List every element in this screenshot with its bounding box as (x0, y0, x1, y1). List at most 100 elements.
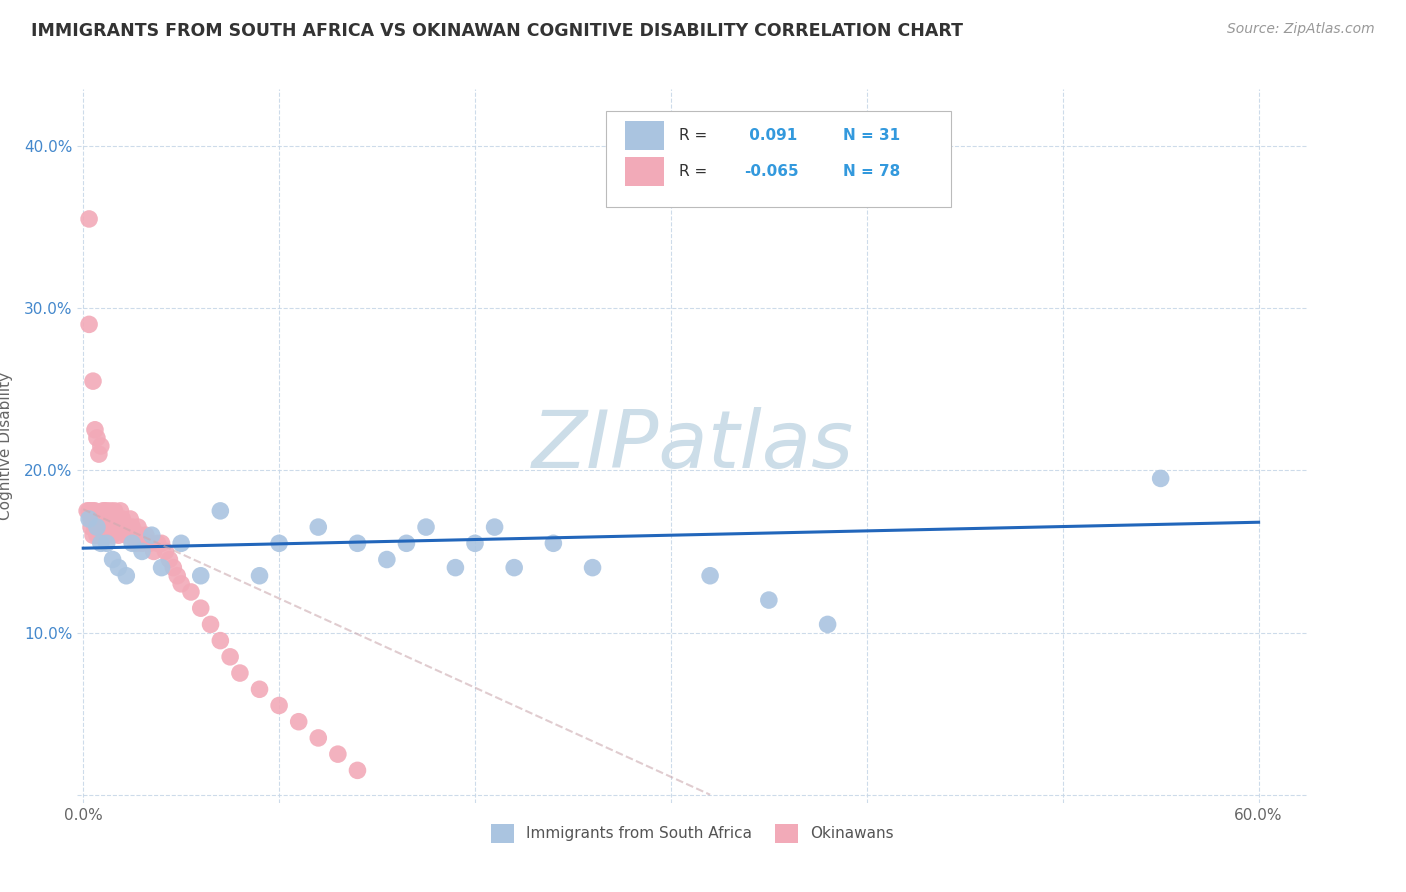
Point (131, 544, 153, 558)
FancyBboxPatch shape (606, 111, 950, 207)
Point (107, 528, 129, 542)
Point (101, 520, 124, 534)
Point (90, 520, 112, 534)
Point (484, 520, 506, 534)
Point (105, 512, 128, 526)
Point (120, 512, 142, 526)
Point (209, 504, 232, 518)
Point (157, 552, 180, 566)
Text: IMMIGRANTS FROM SOUTH AFRICA VS OKINAWAN COGNITIVE DISABILITY CORRELATION CHART: IMMIGRANTS FROM SOUTH AFRICA VS OKINAWAN… (31, 22, 963, 40)
Text: -0.065: -0.065 (744, 164, 799, 178)
Text: 0.091: 0.091 (744, 128, 797, 143)
Point (90, 512, 112, 526)
Point (80, 504, 103, 518)
Point (444, 560, 467, 574)
Point (77, 318, 100, 332)
Text: N = 78: N = 78 (842, 164, 900, 178)
Text: ZIPatlas: ZIPatlas (531, 407, 853, 485)
Point (543, 536, 565, 550)
Point (82, 374, 104, 388)
Point (464, 536, 486, 550)
Point (395, 536, 418, 550)
Point (96, 512, 118, 526)
Point (91, 528, 114, 542)
Point (307, 731, 329, 745)
Point (200, 617, 222, 632)
Point (249, 568, 271, 582)
Point (86, 528, 108, 542)
Point (150, 536, 173, 550)
Point (97, 520, 120, 534)
Point (115, 528, 138, 542)
Text: N = 31: N = 31 (842, 128, 900, 143)
Legend: Immigrants from South Africa, Okinawans: Immigrants from South Africa, Okinawans (485, 818, 900, 848)
Point (77, 504, 100, 518)
Point (141, 528, 163, 542)
Bar (624, 157, 664, 186)
Point (96, 528, 118, 542)
Point (77, 512, 100, 526)
Point (307, 520, 329, 534)
Point (699, 568, 721, 582)
Point (817, 617, 839, 632)
Point (249, 682, 271, 697)
Point (162, 560, 184, 574)
Point (758, 593, 780, 607)
Point (100, 504, 122, 518)
Point (111, 512, 134, 526)
Point (103, 504, 125, 518)
Point (150, 560, 173, 574)
Point (100, 520, 122, 534)
Point (503, 560, 526, 574)
Point (107, 520, 129, 534)
Point (91, 504, 114, 518)
Point (84, 520, 107, 534)
Point (346, 764, 368, 778)
Text: R =: R = (679, 164, 707, 178)
Point (166, 568, 188, 582)
Point (77, 211, 100, 226)
Point (84, 423, 107, 437)
Point (170, 536, 193, 550)
Point (121, 536, 143, 550)
Point (142, 544, 165, 558)
Point (139, 536, 162, 550)
Point (96, 504, 118, 518)
Point (346, 536, 368, 550)
Point (110, 504, 132, 518)
Text: R =: R = (679, 128, 707, 143)
Point (87, 528, 110, 542)
Point (415, 520, 437, 534)
Point (101, 520, 124, 534)
Point (87, 512, 110, 526)
Point (86, 520, 108, 534)
Point (107, 560, 129, 574)
Point (155, 544, 177, 558)
Point (269, 698, 291, 713)
Text: Source: ZipAtlas.com: Source: ZipAtlas.com (1227, 22, 1375, 37)
Point (80, 512, 103, 526)
Point (105, 520, 128, 534)
Point (82, 504, 104, 518)
Point (111, 520, 134, 534)
Point (97, 512, 120, 526)
Point (209, 633, 232, 648)
Point (86, 431, 108, 445)
Point (190, 568, 212, 582)
Point (115, 568, 138, 582)
Point (127, 520, 149, 534)
Point (107, 520, 129, 534)
Point (375, 552, 398, 566)
Y-axis label: Cognitive Disability: Cognitive Disability (0, 372, 13, 520)
Point (170, 577, 193, 591)
Point (180, 585, 202, 599)
Point (125, 536, 148, 550)
Point (94, 504, 117, 518)
Point (90, 536, 112, 550)
Point (326, 747, 349, 761)
Point (80, 520, 103, 534)
Point (190, 601, 212, 615)
Bar (624, 121, 664, 150)
Point (219, 649, 242, 664)
Point (121, 520, 143, 534)
